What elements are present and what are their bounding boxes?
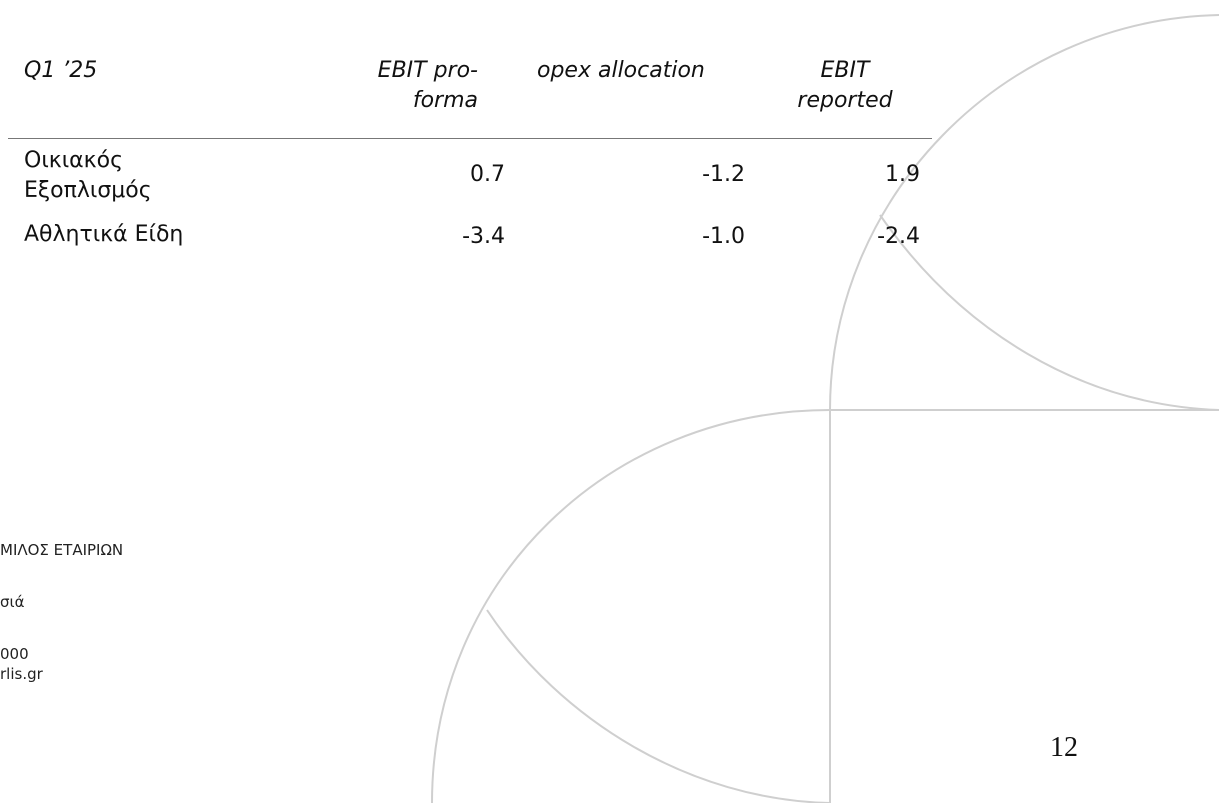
- footer-text: 000: [0, 645, 29, 663]
- header-rule: [8, 138, 932, 139]
- page-number: 12: [1050, 732, 1078, 763]
- cell: 1.9: [885, 162, 920, 187]
- row-label: Οικιακός Εξοπλισμός: [24, 148, 152, 203]
- footer-text: rlis.gr: [0, 665, 43, 683]
- cell: 0.7: [470, 162, 505, 187]
- header-cell: Q1 ’25: [24, 58, 98, 83]
- header-cell: EBIT pro-forma: [377, 58, 478, 113]
- row-label: Αθλητικά Είδη: [24, 222, 184, 247]
- cell: -1.0: [702, 224, 745, 249]
- cell: -2.4: [877, 224, 920, 249]
- footer-text: ΜΙΛΟΣ ΕΤΑΙΡΙΩΝ: [0, 541, 124, 559]
- cell: -3.4: [462, 224, 505, 249]
- cell: -1.2: [702, 162, 745, 187]
- header-cell: opex allocation: [537, 58, 705, 83]
- footer-text: σιά: [0, 593, 25, 611]
- header-cell: EBIT reported: [797, 58, 893, 113]
